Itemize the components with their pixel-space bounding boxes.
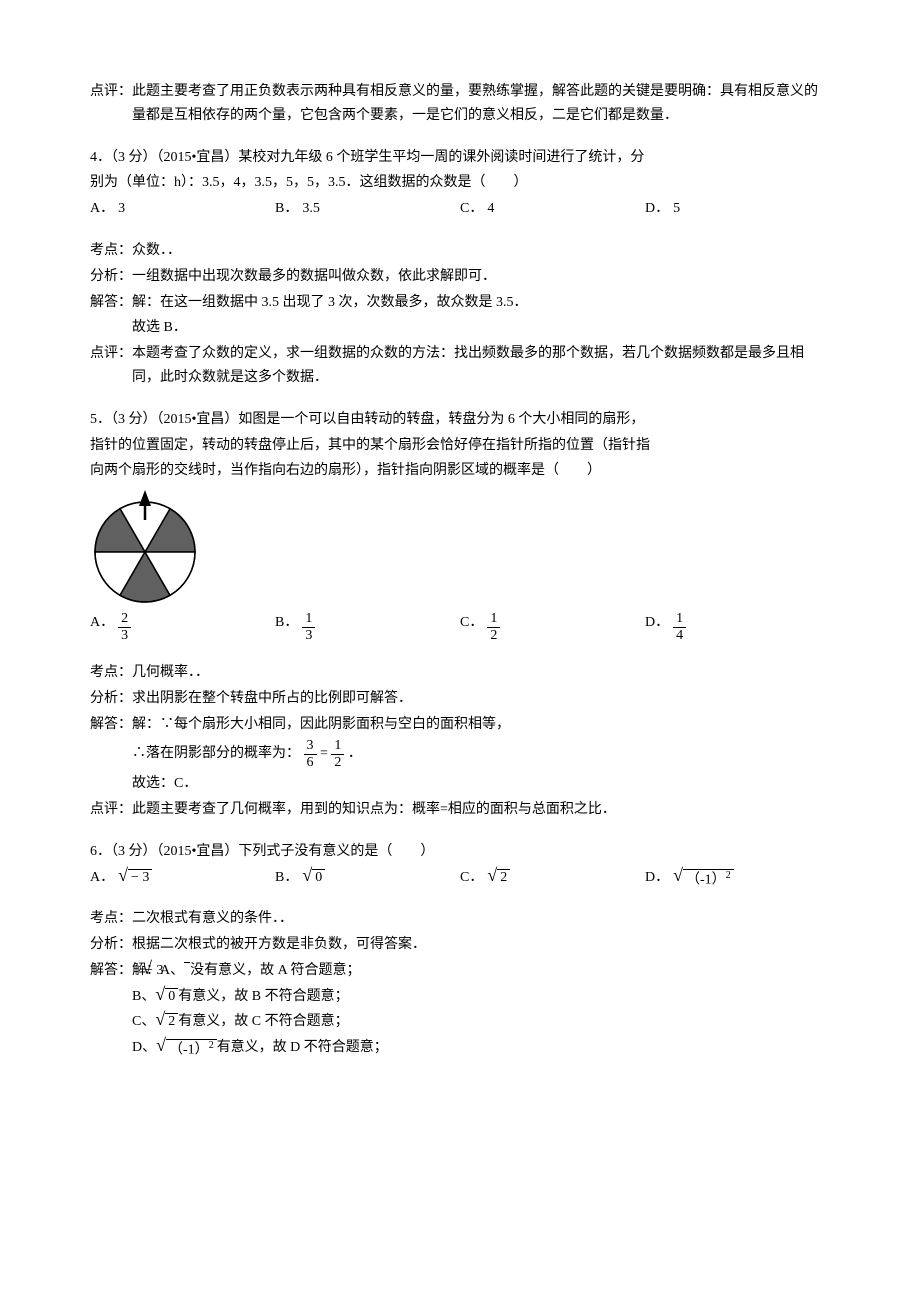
label: 点评： xyxy=(90,84,132,99)
frac-3-6: 36 xyxy=(304,738,317,770)
q6: 6．（3 分）（2015•宜昌）下列式子没有意义的是（ ） A． √− 3 B．… xyxy=(90,840,830,890)
q6-jieda-b: B、√0有意义，故 B 不符合题意； xyxy=(90,985,830,1009)
q5-opt-a: A． 23 xyxy=(90,611,275,643)
q4-opt-d: D．5 xyxy=(645,197,830,221)
q5-dianping: 点评：此题主要考查了几何概率，用到的知识点为：概率=相应的面积与总面积之比． xyxy=(90,798,830,822)
q4-stem-2: 别为（单位：h）：3.5，4，3.5，5，5，3.5．这组数据的众数是（ ） xyxy=(90,171,830,195)
sqrt: √2 xyxy=(487,866,510,887)
q5-stem-3: 向两个扇形的交线时，当作指向右边的扇形），指针指向阴影区域的概率是（ ） xyxy=(90,459,830,483)
q5-stem-1: 5．（3 分）（2015•宜昌）如图是一个可以自由转动的转盘，转盘分为 6 个大… xyxy=(90,408,830,432)
sqrt: √0 xyxy=(155,985,178,1006)
q5-opt-c: C． 12 xyxy=(460,611,645,643)
q4-kaodian: 考点：众数．． xyxy=(90,239,830,263)
q5-spinner xyxy=(90,489,200,607)
prev-dianping-text: 点评：此题主要考查了用正负数表示两种具有相反意义的量，要熟练掌握，解答此题的关键… xyxy=(90,80,830,128)
val: 3.5 xyxy=(302,197,320,221)
q6-opt-c: C． √2 xyxy=(460,866,645,890)
q4-opt-c: C．4 xyxy=(460,197,645,221)
q4-fenxi: 分析：一组数据中出现次数最多的数据叫做众数，依此求解即可． xyxy=(90,265,830,289)
q4: 4．（3 分）（2015•宜昌）某校对九年级 6 个班学生平均一周的课外阅读时间… xyxy=(90,146,830,221)
q5-jieda-2: ∴落在阴影部分的概率为： 36 = 12 ． xyxy=(90,738,830,770)
q6-jieda-a: 解答：解：A、√− 3没有意义，故 A 符合题意； xyxy=(90,959,830,983)
frac: 14 xyxy=(673,611,686,643)
q5-stem-2: 指针的位置固定，转动的转盘停止后，其中的某个扇形会恰好停在指针所指的位置（指针指 xyxy=(90,434,830,458)
frac: 13 xyxy=(302,611,315,643)
q5-solution: 考点：几何概率．． 分析：求出阴影在整个转盘中所占的比例即可解答． 解答：解：∵… xyxy=(90,661,830,822)
q5-fenxi: 分析：求出阴影在整个转盘中所占的比例即可解答． xyxy=(90,687,830,711)
q5-kaodian: 考点：几何概率．． xyxy=(90,661,830,685)
q6-kaodian: 考点：二次根式有意义的条件．． xyxy=(90,907,830,931)
q5-options: A． 23 B． 13 C． 12 D． 14 xyxy=(90,611,830,643)
q5-jieda-1: 解答：解：∵每个扇形大小相同，因此阴影面积与空白的面积相等， xyxy=(90,713,830,737)
q4-stem-1: 4．（3 分）（2015•宜昌）某校对九年级 6 个班学生平均一周的课外阅读时间… xyxy=(90,146,830,170)
q5-jieda-3: 故选：C． xyxy=(90,772,830,796)
val: 5 xyxy=(673,197,680,221)
q6-opt-a: A． √− 3 xyxy=(90,866,275,890)
frac: 12 xyxy=(487,611,500,643)
prev-dianping: 点评：此题主要考查了用正负数表示两种具有相反意义的量，要熟练掌握，解答此题的关键… xyxy=(90,80,830,128)
q4-opt-a: A．3 xyxy=(90,197,275,221)
q4-dianping: 点评：本题考查了众数的定义，求一组数据的众数的方法：找出频数最多的那个数据，若几… xyxy=(90,342,830,390)
q4-solution: 考点：众数．． 分析：一组数据中出现次数最多的数据叫做众数，依此求解即可． 解答… xyxy=(90,239,830,390)
sqrt: √− 3 xyxy=(118,866,152,887)
text: 此题主要考查了用正负数表示两种具有相反意义的量，要熟练掌握，解答此题的关键是要明… xyxy=(132,84,818,123)
val: 3 xyxy=(118,197,125,221)
val: 4 xyxy=(487,197,494,221)
q5-opt-b: B． 13 xyxy=(275,611,460,643)
q6-fenxi: 分析：根据二次根式的被开方数是非负数，可得答案． xyxy=(90,933,830,957)
sqrt: √2 xyxy=(155,1010,178,1031)
q6-opt-b: B． √0 xyxy=(275,866,460,890)
frac: 23 xyxy=(118,611,131,643)
q6-jieda-c: C、√2有意义，故 C 不符合题意； xyxy=(90,1010,830,1034)
q4-jieda-2: 故选 B． xyxy=(90,316,830,340)
q5: 5．（3 分）（2015•宜昌）如图是一个可以自由转动的转盘，转盘分为 6 个大… xyxy=(90,408,830,643)
sqrt: √（-1）2 xyxy=(156,1036,217,1059)
q4-opt-b: B．3.5 xyxy=(275,197,460,221)
sqrt: √0 xyxy=(302,866,325,887)
q5-opt-d: D． 14 xyxy=(645,611,830,643)
q4-jieda-1: 解答：解：在这一组数据中 3.5 出现了 3 次，次数最多，故众数是 3.5． xyxy=(90,291,830,315)
q6-stem: 6．（3 分）（2015•宜昌）下列式子没有意义的是（ ） xyxy=(90,840,830,864)
q6-solution: 考点：二次根式有意义的条件．． 分析：根据二次根式的被开方数是非负数，可得答案．… xyxy=(90,907,830,1060)
q6-jieda-d: D、√（-1）2有意义，故 D 不符合题意； xyxy=(90,1036,830,1060)
q6-options: A． √− 3 B． √0 C． √2 D． √（-1）2 xyxy=(90,866,830,890)
sqrt: √（-1）2 xyxy=(673,866,734,889)
frac-1-2: 12 xyxy=(331,738,344,770)
q4-options: A．3 B．3.5 C．4 D．5 xyxy=(90,197,830,221)
equals: = xyxy=(320,746,328,761)
q6-opt-d: D． √（-1）2 xyxy=(645,866,830,890)
